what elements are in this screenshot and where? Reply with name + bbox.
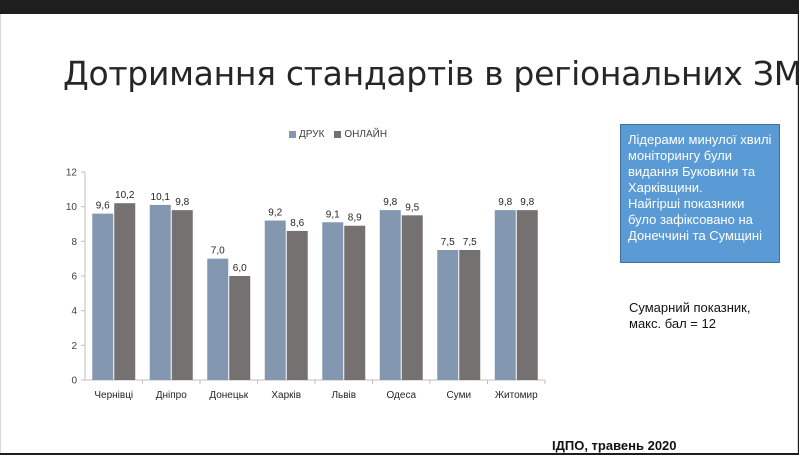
bar-print	[437, 250, 459, 380]
x-tick-label: Житомир	[495, 390, 538, 401]
y-tick-label: 2	[71, 341, 77, 352]
data-label-online: 9,8	[520, 197, 534, 208]
bar-chart: 0 2 4 6 8 10 12 Чернівці 9,6 10,2 Дніпро 10,1 9,8 Дон…	[66, 168, 546, 401]
x-tick-label: Суми	[446, 390, 471, 401]
bar-online	[459, 250, 481, 380]
slide: Дотримання стандартів в регіональних ЗМІ…	[0, 14, 799, 453]
data-label-online: 7,5	[463, 237, 477, 248]
summary-line-2: макс. бал = 12	[629, 316, 716, 331]
callout-text-leaders: Лідерами минулої хвилі моніторингу були …	[628, 132, 772, 195]
x-tick-label: Львів	[331, 390, 356, 401]
data-label-print: 9,8	[383, 197, 397, 208]
x-tick-label: Донецьк	[209, 390, 248, 401]
data-label-online: 10,2	[115, 190, 135, 201]
x-tick-label: Чернівці	[94, 390, 133, 401]
data-label-online: 8,9	[348, 213, 362, 224]
data-label-online: 6,0	[233, 263, 247, 274]
bar-print	[207, 258, 229, 380]
summary-line-1: Сумарний показник,	[629, 300, 751, 315]
y-tick-label: 4	[71, 306, 77, 317]
chart-legend: ДРУК ОНЛАЙН	[289, 129, 397, 140]
data-label-print: 9,8	[498, 197, 512, 208]
callout-box: Лідерами минулої хвилі моніторингу були …	[620, 124, 780, 263]
x-tick-label: Харків	[271, 390, 301, 401]
slide-title: Дотримання стандартів в регіональних ЗМІ	[63, 54, 799, 93]
bar-print	[92, 213, 114, 380]
summary-note: Сумарний показник, макс. бал = 12	[629, 300, 789, 332]
data-label-online: 9,8	[175, 197, 189, 208]
data-label-online: 9,5	[405, 202, 419, 213]
bar-online	[114, 203, 136, 380]
bar-online	[401, 215, 423, 380]
y-tick-label: 6	[71, 272, 77, 283]
legend-swatch-online	[334, 131, 342, 138]
data-label-print: 10,1	[151, 192, 171, 203]
data-label-print: 9,2	[268, 208, 282, 219]
data-label-online: 8,6	[290, 218, 304, 229]
y-tick-label: 10	[66, 202, 78, 213]
legend-label-online: ОНЛАЙН	[344, 129, 388, 140]
x-tick-label: Одеса	[386, 390, 416, 401]
bar-print	[322, 222, 344, 380]
legend-swatch-print	[289, 131, 296, 138]
data-label-print: 9,1	[326, 209, 340, 220]
source-label: ІДПО, травень 2020	[552, 438, 677, 453]
bar-online	[171, 210, 193, 380]
y-tick-label: 12	[66, 168, 78, 179]
legend-item-print: ДРУК	[289, 129, 324, 140]
bar-print	[494, 210, 516, 380]
callout-text-worst: Найгірші показники було зафіксовано на Д…	[628, 196, 762, 243]
bar-online	[344, 225, 366, 380]
y-tick-label: 0	[71, 376, 77, 387]
legend-label-print: ДРУК	[299, 129, 325, 140]
data-label-print: 7,0	[211, 246, 225, 257]
legend-item-online: ОНЛАЙН	[334, 129, 387, 140]
y-tick-label: 8	[71, 237, 77, 248]
x-tick-label: Дніпро	[156, 390, 187, 401]
bar-print	[264, 220, 286, 380]
bar-online	[229, 276, 251, 380]
data-label-print: 9,6	[96, 201, 110, 212]
bar-online	[516, 210, 538, 380]
bar-print	[149, 204, 171, 380]
bar-print	[379, 210, 401, 380]
data-label-print: 7,5	[441, 237, 455, 248]
bar-online	[286, 230, 308, 380]
